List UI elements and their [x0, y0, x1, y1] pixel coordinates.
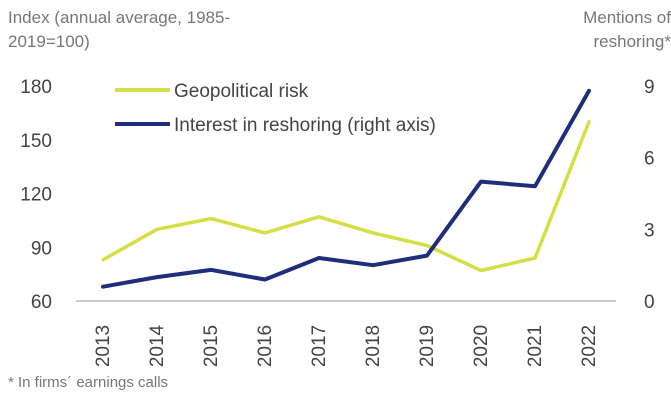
x-tick-label: 2018 — [363, 325, 384, 367]
x-tick-label: 2022 — [579, 325, 600, 367]
footnote: * In firms´ earnings calls — [8, 374, 169, 391]
right-tick-label: 9 — [644, 77, 655, 98]
left-tick-label: 180 — [20, 77, 52, 98]
x-tick-label: 2016 — [255, 325, 276, 367]
x-tick-label: 2021 — [525, 325, 546, 367]
right-axis-label: Mentions of reshoring* — [583, 8, 671, 51]
right-tick-label: 6 — [644, 149, 655, 170]
x-tick-label: 2020 — [471, 325, 492, 367]
legend-label: Geopolitical risk — [174, 81, 309, 102]
right-tick-label: 3 — [644, 220, 655, 241]
right-tick-label: 0 — [644, 292, 655, 313]
x-tick-label: 2014 — [147, 324, 168, 367]
x-tick-label: 2013 — [93, 325, 114, 367]
left-tick-label: 60 — [31, 292, 52, 313]
left-axis-label: Index (annual average, 1985-2019=100) — [8, 8, 231, 51]
left-tick-label: 150 — [20, 131, 52, 152]
geopolitical-risk-line — [101, 120, 591, 273]
legend-label: Interest in reshoring (right axis) — [174, 115, 436, 136]
x-tick-label: 2019 — [417, 325, 438, 367]
x-tick-label: 2017 — [309, 325, 330, 367]
left-tick-label: 120 — [20, 185, 52, 206]
reshoring-line — [101, 88, 591, 289]
x-tick-label: 2015 — [201, 325, 222, 367]
left-tick-label: 90 — [31, 238, 52, 259]
